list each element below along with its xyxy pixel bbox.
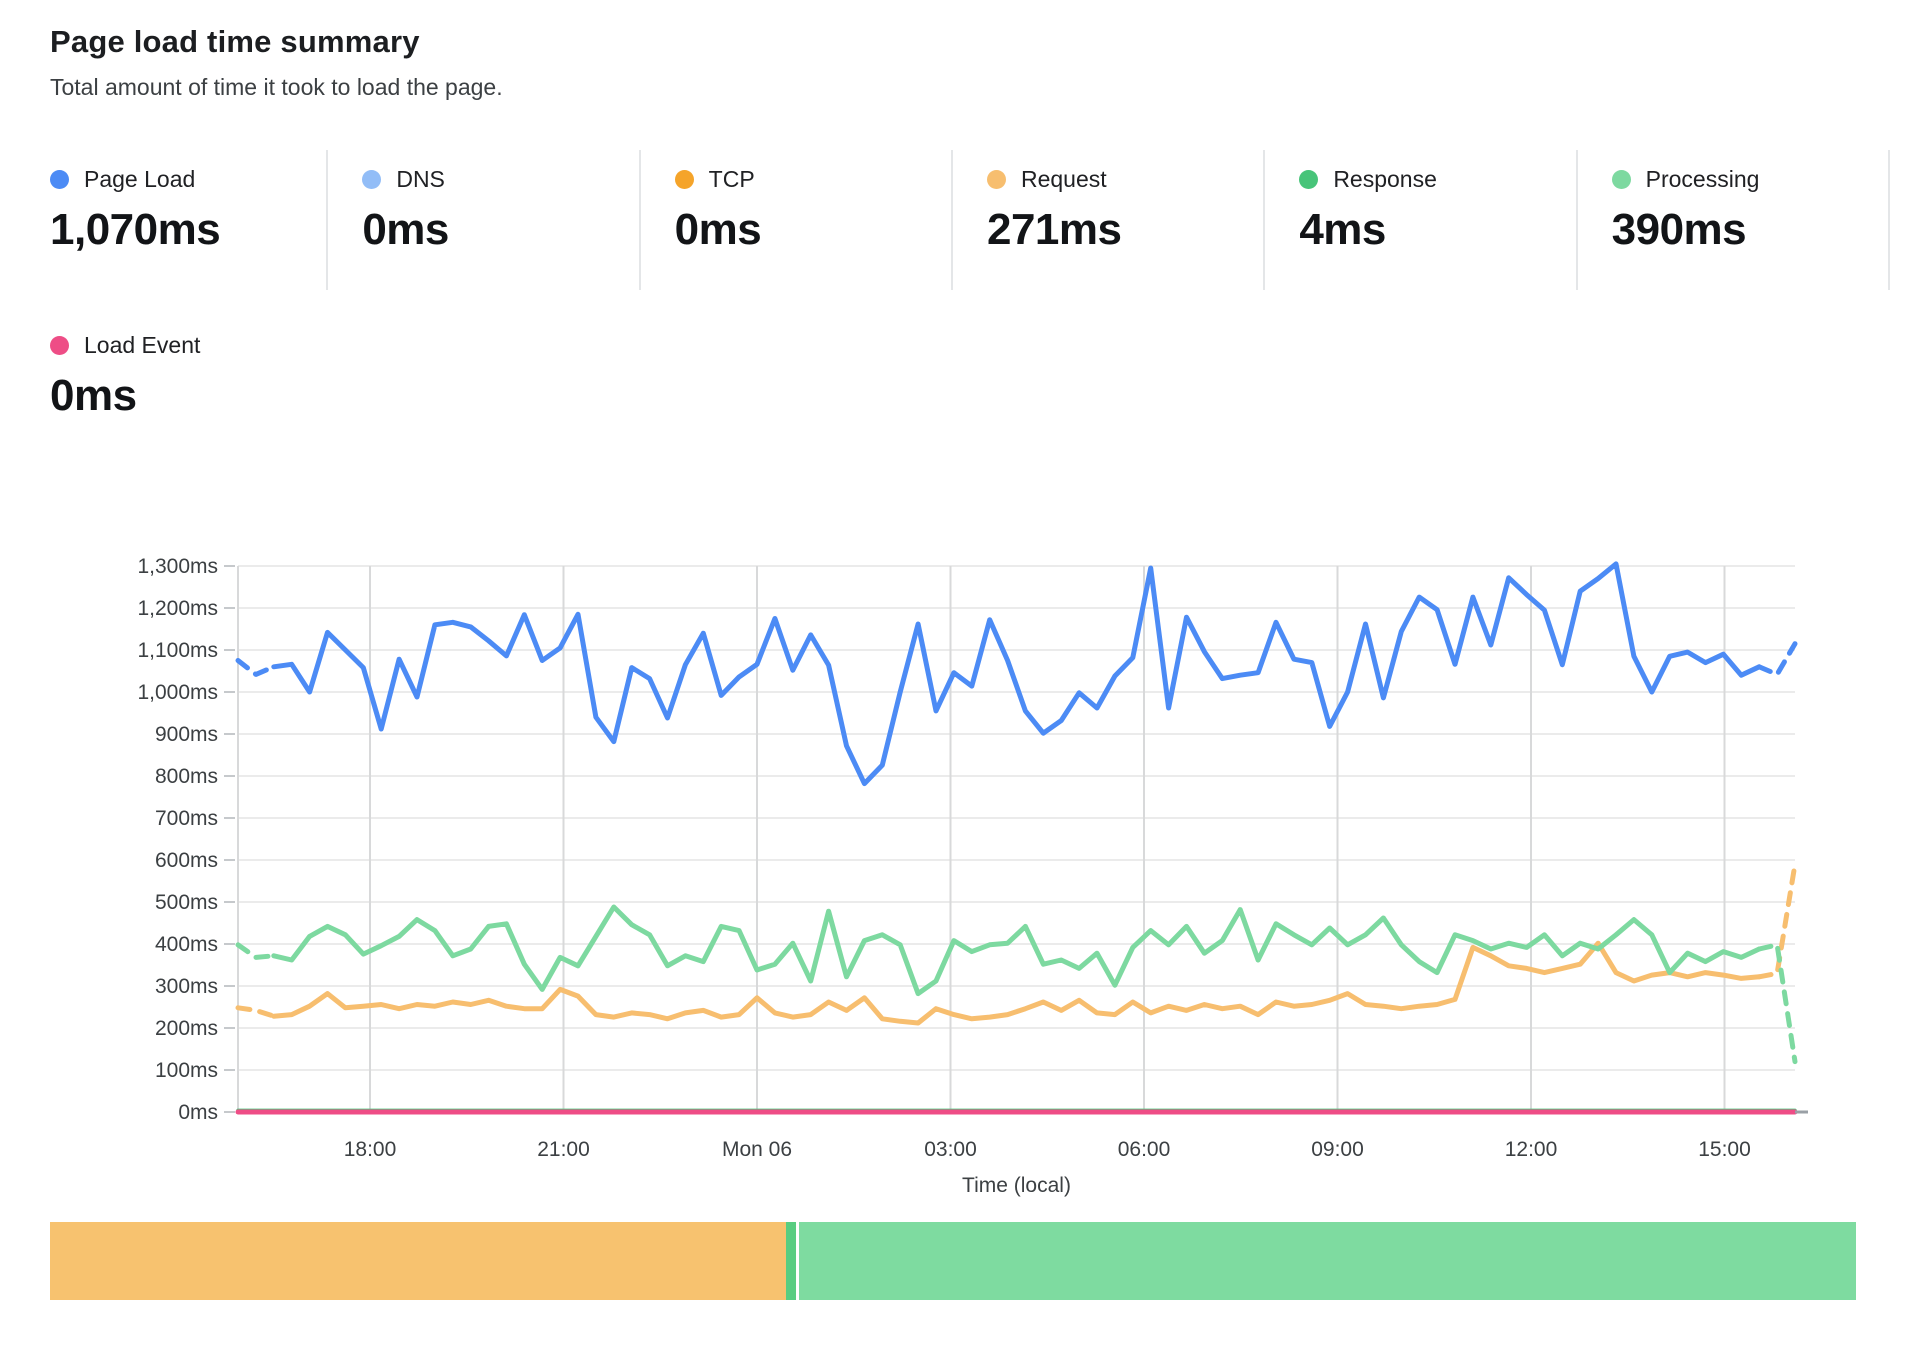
- series-request-line: [271, 940, 1762, 1026]
- stat-load-event[interactable]: Load Event 0ms: [50, 332, 200, 421]
- stat-tcp[interactable]: TCP 0ms: [641, 150, 953, 290]
- page-load-legend-dot: [50, 170, 69, 189]
- x-axis-label: 03:00: [924, 1138, 977, 1161]
- stat-label: Request: [1020, 166, 1107, 192]
- tcp-legend-dot: [674, 170, 694, 189]
- stat-value: 4ms: [1299, 205, 1386, 254]
- y-axis-label: 800ms: [155, 765, 218, 788]
- y-axis-label: 1,100ms: [137, 639, 218, 662]
- stat-label: DNS: [396, 166, 445, 192]
- stat-label: TCP: [708, 166, 755, 192]
- segment-green-dark[interactable]: [785, 1222, 796, 1300]
- series-page-load-line-head: [235, 658, 277, 677]
- y-axis-label: 1,300ms: [137, 555, 218, 578]
- series-page-load-line-tail: [1756, 641, 1798, 677]
- y-axis-label: 0ms: [178, 1101, 218, 1124]
- stat-page-load[interactable]: Page Load 1,070ms: [50, 150, 329, 290]
- page-title: Page load time summary: [50, 24, 420, 59]
- y-axis-label: 500ms: [155, 891, 218, 914]
- stat-dns[interactable]: DNS 0ms: [328, 150, 641, 290]
- x-axis-label: 12:00: [1505, 1138, 1558, 1161]
- y-axis-label: 900ms: [155, 723, 218, 746]
- x-axis-label: 06:00: [1118, 1138, 1171, 1161]
- y-axis-label: 700ms: [155, 807, 218, 830]
- page-subtitle: Total amount of time it took to load the…: [50, 74, 503, 100]
- stat-value: 0ms: [362, 205, 449, 254]
- x-axis-title: Time (local): [962, 1174, 1071, 1197]
- stat-value: 390ms: [1611, 205, 1747, 254]
- segment-green[interactable]: [798, 1222, 1856, 1300]
- y-axis-label: 400ms: [155, 933, 218, 956]
- stats-row: Page Load 1,070ms DNS 0ms TCP 0ms Reques…: [50, 150, 1890, 290]
- timeline-bar[interactable]: [50, 1222, 1856, 1300]
- y-axis-label: 1,200ms: [137, 597, 218, 620]
- processing-legend-dot: [1611, 170, 1631, 189]
- x-axis-label: Mon 06: [722, 1138, 792, 1161]
- stat-processing[interactable]: Processing 390ms: [1578, 150, 1890, 290]
- x-axis-label: 21:00: [537, 1138, 590, 1161]
- y-axis-label: 200ms: [155, 1017, 218, 1040]
- x-axis-label: 15:00: [1698, 1138, 1751, 1161]
- response-legend-dot: [1299, 170, 1319, 189]
- stat-request[interactable]: Request 271ms: [953, 150, 1266, 290]
- y-axis-label: 300ms: [155, 975, 218, 998]
- series-request-line-head: [235, 1005, 277, 1019]
- stat-value: 0ms: [674, 205, 762, 254]
- stat-value: 1,070ms: [50, 205, 221, 254]
- y-axis-label: 600ms: [155, 849, 218, 872]
- stat-label: Response: [1333, 166, 1437, 192]
- stat-label: Load Event: [84, 332, 201, 358]
- dns-legend-dot: [362, 170, 382, 189]
- load-event-legend-dot: [50, 336, 69, 355]
- y-axis-label: 1,000ms: [137, 681, 218, 704]
- series-processing-line: [271, 904, 1762, 997]
- stat-label: Processing: [1645, 166, 1760, 192]
- segment-orange[interactable]: [50, 1222, 786, 1300]
- series-processing-line-head: [235, 942, 277, 960]
- stat-value: 0ms: [50, 371, 137, 420]
- page-load-time-chart[interactable]: 0ms 100ms 200ms 300ms 400ms 500ms 600ms 700ms 80…: [0, 430, 1910, 1220]
- x-axis-label: 18:00: [344, 1138, 397, 1161]
- stat-value: 271ms: [986, 205, 1122, 254]
- request-legend-dot: [986, 170, 1006, 189]
- x-axis-label: 09:00: [1311, 1138, 1364, 1161]
- y-axis-label: 100ms: [155, 1059, 218, 1082]
- series-page-load-line: [271, 561, 1762, 787]
- series-request-line-tail: [1756, 861, 1798, 980]
- series-processing-line-tail: [1756, 942, 1798, 1065]
- stat-response[interactable]: Response 4ms: [1265, 150, 1578, 290]
- stat-label: Page Load: [84, 166, 196, 192]
